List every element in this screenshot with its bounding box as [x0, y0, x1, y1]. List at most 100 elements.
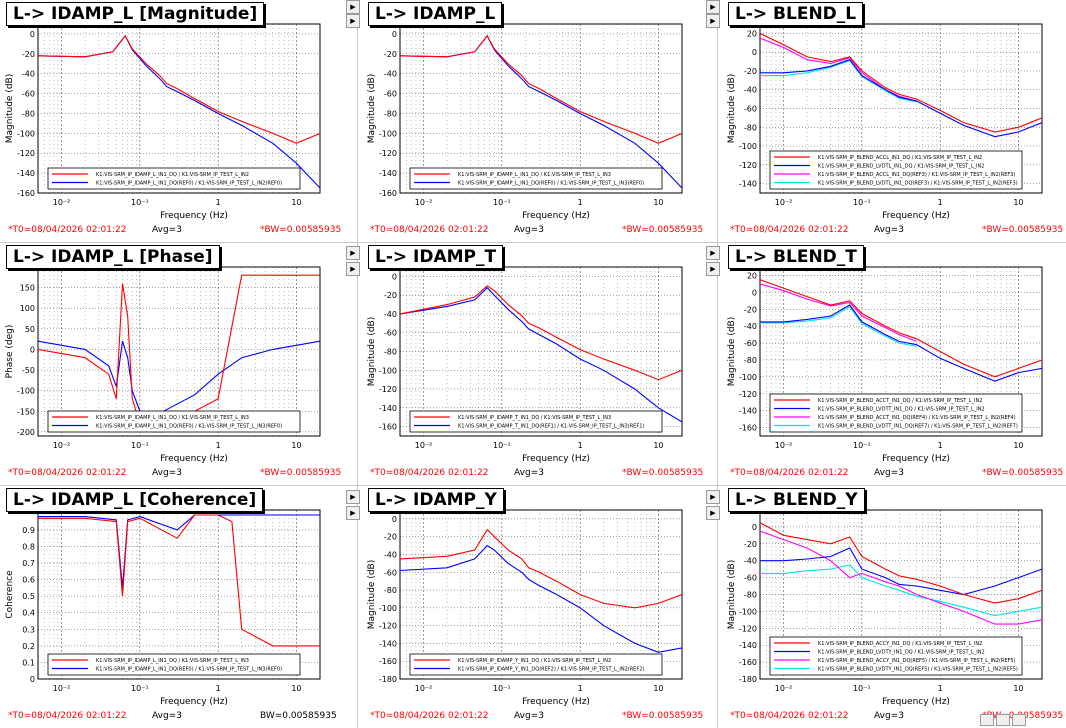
y-tick-label: -100 — [379, 604, 397, 613]
y-tick-label: -20 — [384, 291, 397, 300]
chart-panel: 20 0 -20 -40 -60 -80 -100 -120 -140 10⁻² 10⁻¹ 1 10 Fr… — [722, 0, 1066, 242]
x-axis-label: Frequency (Hz) — [522, 697, 590, 707]
y-tick-label: 0 — [30, 675, 35, 684]
x-tick-label: 10 — [1013, 198, 1023, 207]
x-tick-label: 1 — [578, 441, 583, 450]
x-axis-label: Frequency (Hz) — [882, 454, 950, 464]
y-tick-label: -140 — [379, 404, 397, 413]
chart-panel: 150 100 50 0 -50 -100 -150 -200 10⁻² 10⁻¹ 1 10 Frequ… — [0, 243, 355, 485]
chart-svg: 0 -20 -40 -60 -80 -100 -120 -140 -160 10⁻² 10⁻¹ 1 10… — [367, 23, 683, 221]
x-axis-label: Frequency (Hz) — [522, 211, 590, 221]
row-divider-2 — [0, 485, 1066, 486]
y-tick-label: -40 — [22, 70, 35, 79]
chart-panel: 0 -20 -40 -60 -80 -100 -120 -140 -160 -180 10⁻² 10⁻… — [722, 486, 1066, 728]
y-axis-label: Magnitude (dB) — [727, 74, 737, 143]
x-tick-label: 1 — [938, 198, 943, 207]
x-tick-label: 10⁻¹ — [493, 441, 511, 450]
arrow-left-icon[interactable]: ▶ — [706, 246, 720, 260]
footer-avg: Avg=3 — [514, 225, 544, 235]
y-tick-label: 50 — [25, 325, 35, 334]
y-tick-label: 0 — [392, 272, 397, 281]
chart-panel: 20 0 -20 -40 -60 -80 -100 -120 -140 -160 10⁻² 10⁻¹ 1… — [722, 243, 1066, 485]
y-tick-label: -100 — [17, 387, 35, 396]
legend-label: K1:VIS-SRM_IP_IDAMP_L_IN1_DQ / K1:VIS-SR… — [96, 658, 249, 664]
arrow-left-icon[interactable]: ▶ — [346, 262, 360, 276]
legend-box — [47, 653, 301, 676]
x-tick-label: 1 — [578, 198, 583, 207]
footer-t0: *T0=08/04/2026 02:01:22 — [8, 711, 127, 721]
arrow-left-icon[interactable]: ▶ — [346, 14, 360, 28]
y-tick-label: 0.3 — [22, 625, 35, 634]
y-tick-label: 0.4 — [22, 609, 35, 618]
scroll-handle[interactable] — [1012, 714, 1026, 726]
scroll-handle[interactable] — [996, 714, 1010, 726]
x-tick-label: 10⁻¹ — [131, 684, 149, 693]
y-tick-label: -60 — [744, 574, 757, 583]
series-line — [760, 59, 1042, 138]
series-line — [760, 522, 1042, 604]
y-tick-label: -140 — [739, 180, 757, 189]
x-tick-label: 1 — [578, 684, 583, 693]
y-tick-label: -20 — [744, 540, 757, 549]
arrow-left-icon[interactable]: ▶ — [706, 14, 720, 28]
y-tick-label: -80 — [744, 123, 757, 132]
y-tick-label: -40 — [744, 557, 757, 566]
x-tick-label: 10 — [1013, 684, 1023, 693]
arrow-left-icon[interactable]: ▶ — [346, 506, 360, 520]
y-axis-label: Phase (deg) — [5, 325, 15, 379]
chart-title: L-> IDAMP_L [Phase] — [6, 245, 220, 269]
y-tick-label: -40 — [744, 86, 757, 95]
legend-box — [47, 410, 301, 433]
legend-label: K1:VIS-SRM_IP_BLEND_ACCL_IN1_DQ(REF3) / … — [818, 172, 1015, 178]
footer-t0: *T0=08/04/2026 02:01:22 — [730, 225, 849, 235]
arrow-left-icon[interactable]: ▶ — [706, 506, 720, 520]
x-tick-label: 10⁻² — [53, 441, 71, 450]
y-tick-label: 0 — [752, 48, 757, 57]
chart-svg: 150 100 50 0 -50 -100 -150 -200 10⁻² 10⁻¹ 1 10 Frequ… — [5, 266, 321, 464]
series-line — [400, 285, 682, 381]
footer-t0: *T0=08/04/2026 02:01:22 — [370, 711, 489, 721]
series-line — [400, 528, 682, 609]
y-tick-label: -100 — [379, 366, 397, 375]
series-line — [760, 279, 1042, 378]
y-tick-label: -20 — [384, 50, 397, 59]
y-tick-label: -50 — [22, 366, 35, 375]
footer-bw: *BW=0.00585935 — [622, 225, 704, 235]
column-divider-2 — [717, 0, 718, 728]
arrow-left-icon[interactable]: ▶ — [706, 490, 720, 504]
arrow-left-icon[interactable]: ▶ — [346, 246, 360, 260]
legend-label: K1:VIS-SRM_IP_BLEND_ACCY_IN1_DQ / K1:VIS… — [818, 641, 982, 647]
arrow-left-icon[interactable]: ▶ — [346, 490, 360, 504]
y-tick-label: -180 — [379, 675, 397, 684]
series-line — [760, 305, 917, 347]
chart-title: L-> BLEND_L — [728, 2, 864, 26]
arrow-left-icon[interactable]: ▶ — [346, 0, 360, 14]
y-tick-label: -140 — [739, 641, 757, 650]
legend-box — [769, 393, 1023, 433]
y-tick-label: -160 — [17, 189, 35, 198]
y-tick-label: 0.7 — [22, 559, 35, 568]
series-line — [760, 32, 1042, 133]
footer-avg: Avg=3 — [514, 468, 544, 478]
y-tick-label: -120 — [379, 622, 397, 631]
y-axis-label: Magnitude (dB) — [5, 74, 15, 143]
y-tick-label: 0.1 — [22, 658, 35, 667]
scroll-handle[interactable] — [980, 714, 994, 726]
x-tick-label: 1 — [216, 198, 221, 207]
x-axis-label: Frequency (Hz) — [160, 697, 228, 707]
footer-bw: *BW=0.00585935 — [982, 225, 1064, 235]
series-line — [760, 304, 1042, 382]
x-tick-label: 10⁻¹ — [131, 441, 149, 450]
chart-title: L-> IDAMP_Y — [368, 488, 504, 512]
footer-t0: *T0=08/04/2026 02:01:22 — [8, 225, 127, 235]
x-tick-label: 10⁻² — [775, 441, 793, 450]
y-axis-label: Magnitude (dB) — [727, 317, 737, 386]
arrow-left-icon[interactable]: ▶ — [706, 0, 720, 14]
y-tick-label: -20 — [22, 50, 35, 59]
legend-label: K1:VIS-SRM_IP_BLEND_ACCL_IN1_DQ / K1:VIS… — [818, 155, 982, 161]
series-line — [38, 34, 320, 144]
x-tick-label: 10⁻² — [53, 684, 71, 693]
series-line — [38, 514, 320, 647]
arrow-left-icon[interactable]: ▶ — [706, 262, 720, 276]
y-tick-label: 0 — [30, 30, 35, 39]
